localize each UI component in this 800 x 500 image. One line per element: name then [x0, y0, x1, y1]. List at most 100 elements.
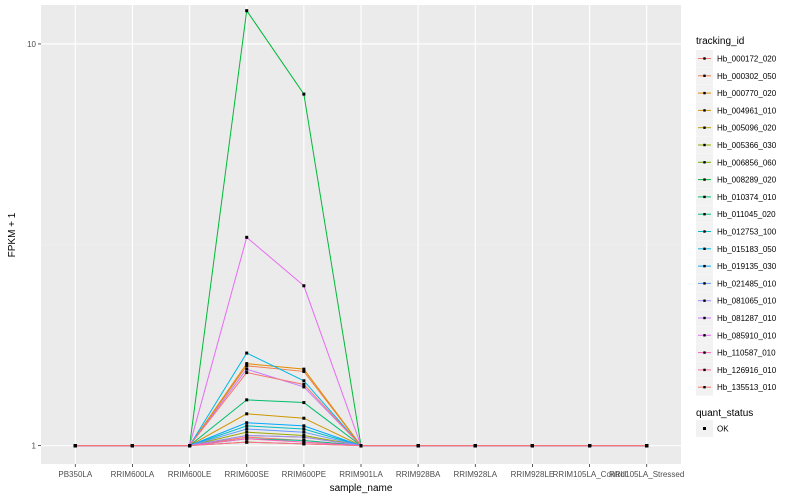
data-point [245, 362, 249, 366]
data-point [245, 440, 249, 444]
legend-point [703, 74, 706, 77]
data-point [302, 427, 306, 431]
x-tick-label: RRIM600LE [168, 470, 212, 479]
data-point [302, 430, 306, 434]
data-point [302, 442, 306, 446]
legend-point [703, 126, 706, 129]
y-tick-label: 10 [27, 40, 36, 49]
legend-title: tracking_id [696, 36, 744, 47]
x-axis-ticks: PB350LA RRIM600LA RRIM600LE RRIM600SE RRIM60… [58, 464, 684, 479]
x-tick-label: PB350LA [58, 470, 92, 479]
legend-label: Hb_085910_010 [717, 331, 777, 340]
data-point [245, 367, 249, 371]
x-tick-label: RRIM928LE [511, 470, 555, 479]
legend-label: Hb_005096_020 [717, 124, 777, 133]
data-point [302, 385, 306, 389]
data-point [245, 437, 249, 441]
legend-point [703, 316, 706, 320]
data-point [245, 364, 249, 368]
data-point [302, 433, 306, 437]
data-point [588, 444, 592, 448]
x-tick-label: RRIM901LA [339, 470, 383, 479]
legend-label: Hb_000172_020 [717, 55, 777, 64]
data-point [245, 371, 249, 375]
legend-point [703, 247, 706, 250]
legend-label: Hb_008289_020 [717, 176, 777, 185]
data-point [416, 444, 420, 448]
legend-point [703, 161, 706, 164]
legend-label: Hb_081287_010 [717, 314, 777, 323]
data-point [245, 430, 249, 434]
legend-point [703, 351, 706, 354]
x-tick-label: RRIM600SE [224, 470, 268, 479]
data-point [245, 427, 249, 431]
y-axis-title: FPKM + 1 [7, 212, 18, 257]
x-tick-label: RRIM105LA_Control [553, 470, 627, 479]
legend-label: Hb_019135_030 [717, 262, 777, 271]
x-tick-label: RRIM600LA [111, 470, 155, 479]
data-point [302, 284, 306, 288]
legend-label: Hb_081065_010 [717, 297, 777, 306]
legend-point [703, 264, 706, 268]
legend-label: Hb_000770_020 [717, 89, 777, 98]
legend-point [703, 282, 706, 285]
data-point [245, 412, 249, 416]
legend-point [703, 195, 706, 199]
legend-label: Hb_021485_010 [717, 279, 777, 288]
y-axis-ticks: 1 10 [27, 40, 41, 451]
data-point [302, 367, 306, 371]
data-point [188, 444, 192, 448]
tracking-id-legend: Hb_000172_020 Hb_000302_050 Hb_000770_020 H… [696, 50, 777, 396]
data-point [302, 92, 306, 96]
legend-label: Hb_135513_010 [717, 383, 777, 392]
quant-status-legend-title: quant_status [696, 408, 753, 419]
data-point [245, 351, 249, 355]
legend-point [703, 109, 706, 112]
legend-label: Hb_005366_030 [717, 141, 777, 150]
data-point [302, 424, 306, 428]
x-tick-label: RRII105LA_Stressed [609, 470, 684, 479]
data-point [302, 435, 306, 439]
legend-label: Hb_110587_010 [717, 349, 776, 358]
x-tick-label: RRIM928LA [453, 470, 497, 479]
legend-point [703, 57, 706, 60]
legend-label: Hb_012753_100 [717, 228, 777, 237]
quant-legend-label: OK [717, 425, 729, 434]
data-points [73, 9, 649, 448]
legend-label: Hb_015183_050 [717, 245, 777, 254]
legend-label: Hb_011045_020 [717, 210, 776, 219]
x-tick-label: RRIM600PE [282, 470, 326, 479]
legend-point [703, 143, 706, 147]
legend-point [703, 368, 706, 372]
data-point [302, 438, 306, 442]
legend-label: Hb_010374_010 [717, 193, 777, 202]
legend-point [703, 91, 706, 95]
data-point [245, 424, 249, 428]
legend-label: Hb_000302_050 [717, 72, 777, 81]
x-axis-title: sample_name [330, 483, 393, 494]
data-point [302, 369, 306, 373]
data-point [73, 444, 77, 448]
y-tick-label: 1 [32, 442, 37, 451]
data-point [302, 416, 306, 420]
legend-label: Hb_004961_010 [717, 106, 777, 115]
legend-point [703, 386, 706, 389]
legend-point [703, 178, 706, 181]
data-point [302, 401, 306, 405]
quant-status-legend: OK [696, 420, 729, 437]
quant-legend-point [703, 427, 706, 430]
data-point [645, 444, 649, 448]
data-point [302, 440, 306, 444]
data-point [130, 444, 134, 448]
x-tick-label: RRIM928BA [396, 470, 441, 479]
data-point [245, 435, 249, 439]
legend-point [703, 299, 706, 302]
data-point [359, 444, 363, 448]
data-point [245, 9, 249, 13]
legend-point [703, 230, 706, 233]
data-point [245, 235, 249, 239]
data-point [530, 444, 534, 448]
legend-label: Hb_006856_060 [717, 158, 777, 167]
legend-point [703, 213, 706, 216]
